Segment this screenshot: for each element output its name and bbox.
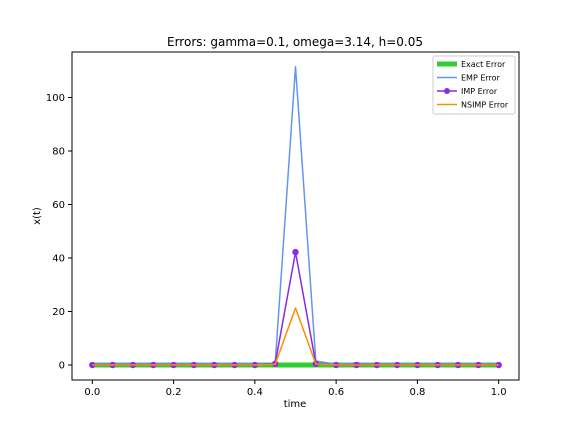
legend-label: IMP Error <box>461 87 498 96</box>
ticks-layer: 0.0 0.2 0.4 0.6 0.8 1.0 0 20 40 60 80 100 <box>46 93 507 398</box>
series-line-nsimp-error <box>92 307 499 366</box>
legend-box <box>432 55 516 115</box>
y-tick-label: 80 <box>52 146 65 157</box>
legend-label: EMP Error <box>461 74 501 83</box>
y-axis-label: x(t) <box>32 207 43 225</box>
series-line-emp-error <box>92 65 499 365</box>
y-tick-label: 20 <box>52 307 65 318</box>
legend: Exact Error EMP Error IMP Error NSIMP Error <box>432 55 516 115</box>
x-tick-label: 0.8 <box>409 387 425 398</box>
plot-frame <box>71 51 520 381</box>
x-tick-label: 0.6 <box>328 387 344 398</box>
legend-label: Exact Error <box>461 60 506 69</box>
y-tick-label: 60 <box>52 200 65 211</box>
x-tick-label: 0.4 <box>247 387 263 398</box>
chart-title: Errors: gamma=0.1, omega=3.14, h=0.05 <box>167 35 423 49</box>
series-layer <box>89 65 502 369</box>
data-point <box>292 248 299 256</box>
legend-marker <box>444 88 450 94</box>
y-tick-label: 40 <box>52 254 65 265</box>
x-axis-label: time <box>284 399 307 410</box>
y-tick-label: 100 <box>46 93 65 104</box>
x-tick-label: 0.0 <box>84 387 100 398</box>
legend-label: NSIMP Error <box>461 101 509 110</box>
x-tick-label: 1.0 <box>491 387 507 398</box>
y-tick-label: 0 <box>59 361 65 372</box>
x-tick-label: 0.2 <box>166 387 182 398</box>
